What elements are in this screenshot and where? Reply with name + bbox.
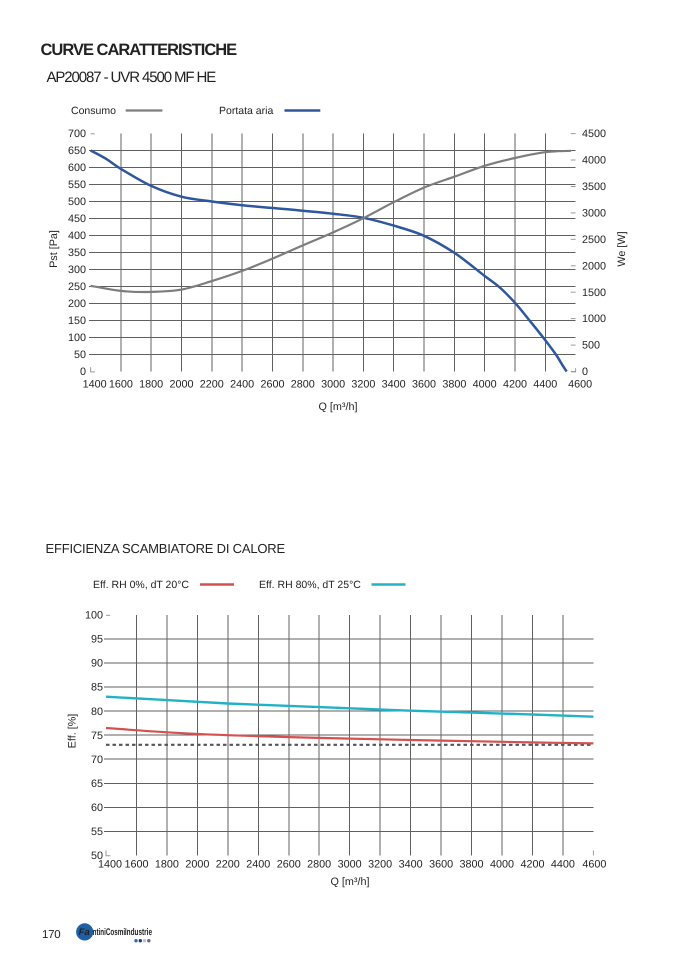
svg-text:We [W]: We [W]	[616, 231, 628, 266]
svg-text:4400: 4400	[533, 379, 557, 391]
svg-text:350: 350	[68, 247, 86, 259]
svg-text:500: 500	[582, 340, 600, 352]
svg-text:3600: 3600	[429, 859, 453, 871]
svg-text:55: 55	[91, 826, 103, 838]
svg-text:60: 60	[91, 802, 103, 814]
svg-text:3400: 3400	[382, 379, 406, 391]
svg-text:EFFICIENZA SCAMBIATORE DI CALO: EFFICIENZA SCAMBIATORE DI CALORE	[46, 541, 286, 556]
svg-text:3000: 3000	[321, 379, 345, 391]
svg-text:4600: 4600	[568, 379, 592, 391]
svg-text:700: 700	[68, 128, 86, 140]
svg-text:Q [m³/h]: Q [m³/h]	[319, 401, 358, 413]
svg-text:50: 50	[91, 850, 103, 862]
svg-text:200: 200	[68, 298, 86, 310]
svg-text:CURVE CARATTERISTICHE: CURVE CARATTERISTICHE	[41, 41, 238, 59]
svg-text:2600: 2600	[277, 859, 301, 871]
svg-text:1000: 1000	[582, 313, 606, 325]
svg-text:450: 450	[68, 213, 86, 225]
svg-text:95: 95	[91, 634, 103, 646]
svg-text:4200: 4200	[520, 859, 544, 871]
svg-text:50: 50	[74, 349, 86, 361]
svg-text:4000: 4000	[582, 155, 606, 167]
svg-text:Industrie: Industrie	[125, 927, 152, 938]
svg-text:0: 0	[582, 366, 588, 378]
svg-text:600: 600	[68, 162, 86, 174]
svg-text:Eff. RH 0%, dT 20°C: Eff. RH 0%, dT 20°C	[93, 579, 189, 591]
svg-text:2000: 2000	[582, 260, 606, 272]
svg-text:70: 70	[91, 754, 103, 766]
svg-text:170: 170	[42, 929, 60, 941]
svg-text:Eff. RH 80%, dT 25°C: Eff. RH 80%, dT 25°C	[259, 579, 361, 591]
svg-text:Consumo: Consumo	[71, 105, 116, 117]
svg-text:100: 100	[85, 610, 103, 622]
svg-text:75: 75	[91, 730, 103, 742]
svg-text:250: 250	[68, 281, 86, 293]
svg-text:2500: 2500	[582, 234, 606, 246]
svg-text:4400: 4400	[551, 859, 575, 871]
svg-text:500: 500	[68, 196, 86, 208]
svg-text:Pst [Pa]: Pst [Pa]	[48, 230, 60, 268]
svg-text:80: 80	[91, 706, 103, 718]
svg-text:550: 550	[68, 179, 86, 191]
svg-text:4200: 4200	[503, 379, 527, 391]
svg-text:4600: 4600	[582, 859, 606, 871]
svg-text:2200: 2200	[200, 379, 224, 391]
svg-text:Portata aria: Portata aria	[219, 105, 273, 117]
svg-text:3800: 3800	[442, 379, 466, 391]
svg-text:3800: 3800	[459, 859, 483, 871]
svg-text:85: 85	[91, 682, 103, 694]
svg-text:3400: 3400	[399, 859, 423, 871]
svg-text:2000: 2000	[169, 379, 193, 391]
svg-text:1600: 1600	[109, 379, 133, 391]
svg-text:2400: 2400	[230, 379, 254, 391]
svg-text:65: 65	[91, 778, 103, 790]
svg-text:2400: 2400	[246, 859, 270, 871]
svg-text:100: 100	[68, 332, 86, 344]
svg-text:3200: 3200	[368, 859, 392, 871]
svg-text:1800: 1800	[155, 859, 179, 871]
svg-text:Eff. [%]: Eff. [%]	[67, 714, 79, 749]
svg-text:2200: 2200	[216, 859, 240, 871]
svg-text:4000: 4000	[473, 379, 497, 391]
svg-text:Q [m³/h]: Q [m³/h]	[331, 876, 370, 888]
svg-text:300: 300	[68, 264, 86, 276]
svg-text:4500: 4500	[582, 128, 606, 140]
svg-text:2800: 2800	[291, 379, 315, 391]
svg-text:2800: 2800	[307, 859, 331, 871]
svg-text:1400: 1400	[98, 859, 122, 871]
svg-text:3600: 3600	[412, 379, 436, 391]
svg-text:1800: 1800	[139, 379, 163, 391]
svg-text:AP20087 - UVR 4500 MF HE: AP20087 - UVR 4500 MF HE	[47, 69, 217, 86]
svg-text:3000: 3000	[338, 859, 362, 871]
svg-text:ntiniCosmi: ntiniCosmi	[93, 927, 125, 938]
svg-text:1600: 1600	[124, 859, 148, 871]
svg-text:3000: 3000	[582, 208, 606, 220]
svg-text:2000: 2000	[185, 859, 209, 871]
svg-text:1400: 1400	[83, 379, 107, 391]
svg-text:650: 650	[68, 145, 86, 157]
svg-text:2600: 2600	[260, 379, 284, 391]
svg-text:90: 90	[91, 658, 103, 670]
svg-text:3500: 3500	[582, 181, 606, 193]
svg-text:4000: 4000	[490, 859, 514, 871]
svg-text:3200: 3200	[351, 379, 375, 391]
svg-text:0: 0	[80, 366, 86, 378]
svg-text:Fa: Fa	[79, 927, 90, 938]
svg-text:400: 400	[68, 230, 86, 242]
svg-text:150: 150	[68, 315, 86, 327]
svg-text:1500: 1500	[582, 287, 606, 299]
